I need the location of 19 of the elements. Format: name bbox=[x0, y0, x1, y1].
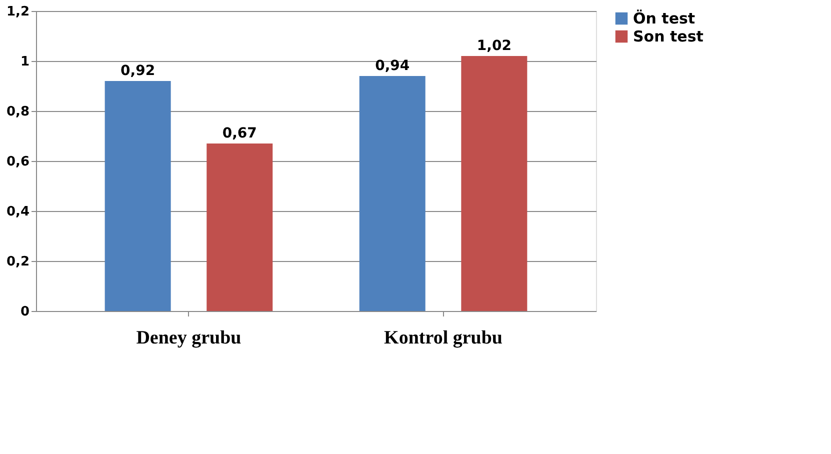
y-tick-label: 1 bbox=[20, 54, 30, 70]
y-tick-label: 0,4 bbox=[6, 204, 30, 220]
bar bbox=[359, 76, 426, 311]
y-tick-label: 0,8 bbox=[6, 104, 30, 120]
data-label: 0,94 bbox=[375, 58, 410, 74]
bar bbox=[104, 81, 171, 311]
data-label: 0,67 bbox=[222, 126, 257, 142]
data-label: 0,92 bbox=[120, 63, 156, 79]
data-label: 1,02 bbox=[476, 38, 512, 54]
x-tick-label: Deney grubu bbox=[136, 328, 242, 348]
y-tick-label: 0,6 bbox=[6, 154, 30, 170]
x-tick-label: Kontrol grubu bbox=[384, 328, 503, 348]
y-tick-label: 0 bbox=[20, 304, 30, 320]
y-tick-label: 1,2 bbox=[6, 4, 30, 20]
y-tick-label: 0,2 bbox=[6, 254, 30, 270]
bar bbox=[461, 56, 528, 311]
legend-label: Ön test bbox=[633, 10, 696, 28]
legend-label: Son test bbox=[633, 28, 704, 46]
bar bbox=[206, 144, 273, 311]
